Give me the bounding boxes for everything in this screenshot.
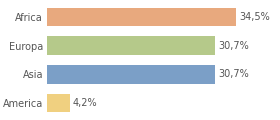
Text: 4,2%: 4,2% xyxy=(73,98,97,108)
Text: 30,7%: 30,7% xyxy=(218,41,249,51)
Bar xyxy=(47,65,215,84)
Bar xyxy=(47,36,215,55)
Bar xyxy=(47,8,236,26)
Bar xyxy=(47,94,70,112)
Text: 34,5%: 34,5% xyxy=(239,12,270,22)
Text: 30,7%: 30,7% xyxy=(218,69,249,79)
